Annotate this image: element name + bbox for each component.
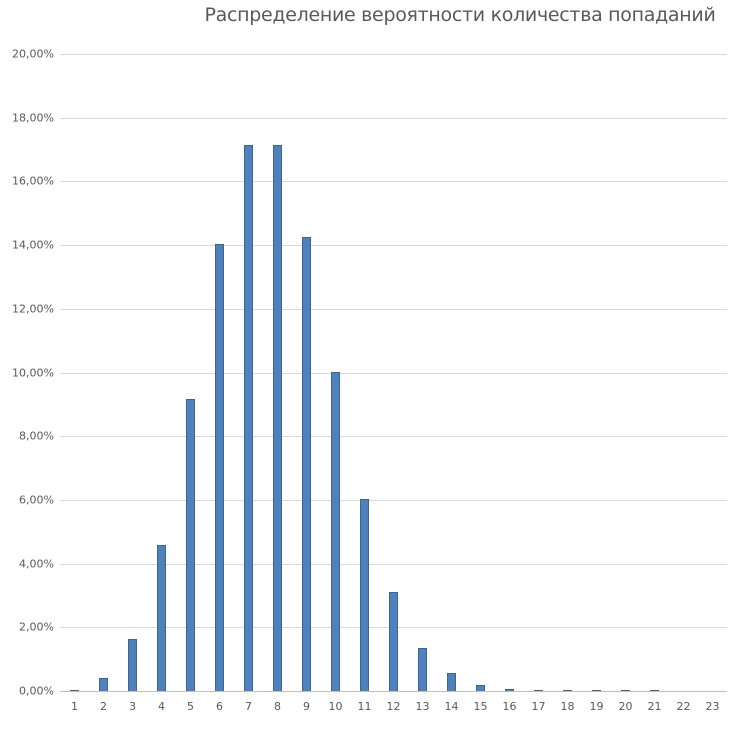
- bar: [389, 591, 398, 691]
- x-tick-label: 19: [589, 700, 604, 713]
- x-tick-label: 1: [71, 700, 78, 713]
- x-tick-label: 17: [531, 700, 546, 713]
- x-tick-label: 13: [415, 700, 430, 713]
- bar: [273, 145, 282, 691]
- bar: [563, 690, 572, 691]
- y-tick-label: 12,00%: [12, 302, 54, 316]
- bar: [534, 690, 543, 691]
- y-tick-label: 20,00%: [12, 47, 54, 61]
- y-tick-label: 4,00%: [19, 557, 54, 571]
- bar: [331, 371, 340, 691]
- gridline: [60, 372, 727, 374]
- x-tick-label: 20: [618, 700, 633, 713]
- bar: [186, 399, 195, 691]
- y-tick-label: 6,00%: [19, 493, 54, 507]
- x-tick-label: 4: [158, 700, 165, 713]
- x-tick-label: 5: [187, 700, 194, 713]
- x-tick-label: 22: [676, 700, 691, 713]
- y-tick-label: 10,00%: [12, 366, 54, 379]
- x-tick-label: 16: [502, 700, 517, 713]
- gridline: [60, 181, 727, 183]
- bar: [592, 690, 601, 691]
- y-tick-label: 0,00%: [19, 684, 54, 698]
- y-tick-label: 18,00%: [12, 111, 54, 125]
- bar: [157, 544, 166, 691]
- bar: [360, 498, 369, 691]
- bar: [302, 237, 311, 691]
- x-tick-label: 23: [705, 700, 720, 713]
- x-tick-label: 21: [647, 700, 662, 713]
- gridline: [60, 308, 727, 310]
- x-tick-label: 14: [444, 700, 459, 713]
- bar: [128, 638, 137, 691]
- gridline: [60, 499, 727, 501]
- bar: [447, 673, 456, 691]
- chart-title: Распределение вероятности количества поп…: [204, 4, 716, 26]
- gridline: [60, 117, 727, 119]
- x-tick-label: 11: [357, 700, 372, 713]
- x-tick-label: 2: [100, 700, 107, 713]
- gridline: [60, 54, 727, 55]
- y-tick-label: 2,00%: [19, 620, 54, 634]
- x-tick-label: 9: [303, 700, 310, 713]
- bar: [215, 244, 224, 691]
- x-tick-label: 3: [129, 700, 136, 713]
- bar: [476, 684, 485, 691]
- x-tick-label: 6: [216, 700, 223, 713]
- gridline: [60, 436, 727, 438]
- y-tick-label: 16,00%: [12, 174, 54, 188]
- y-tick-label: 14,00%: [12, 238, 54, 252]
- x-tick-label: 8: [274, 700, 281, 713]
- bar: [244, 145, 253, 691]
- bar: [418, 648, 427, 691]
- bar: [99, 677, 108, 691]
- x-tick-label: 7: [245, 700, 252, 713]
- x-tick-label: 10: [328, 700, 343, 713]
- plot-area: [60, 54, 727, 692]
- x-tick-label: 15: [473, 700, 488, 713]
- bar: [70, 690, 79, 691]
- gridline: [60, 245, 727, 247]
- y-tick-label: 8,00%: [19, 429, 54, 443]
- bar: [505, 689, 514, 691]
- bar: [621, 690, 630, 691]
- gridline: [60, 691, 727, 692]
- x-tick-label: 12: [386, 700, 401, 713]
- bar: [650, 690, 659, 691]
- x-tick-label: 18: [560, 700, 575, 713]
- gridline: [60, 563, 727, 565]
